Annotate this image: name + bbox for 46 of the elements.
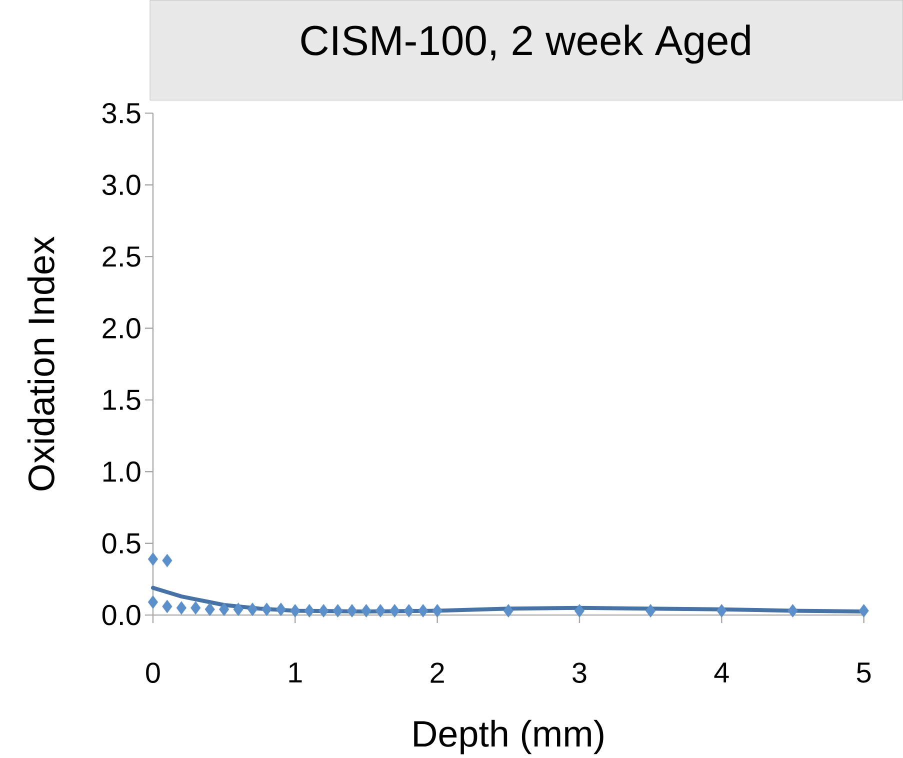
y-tick-label: 0.5 [102, 533, 140, 554]
point [375, 604, 386, 618]
y-tick-label: 1.5 [104, 390, 140, 410]
y-tick-label: 0.0 [102, 605, 140, 626]
y-tick-label: 3.0 [102, 174, 140, 196]
point [346, 604, 358, 618]
x-axis-title: Depth (mm) [414, 720, 604, 754]
point [645, 604, 656, 618]
point [418, 604, 428, 618]
x-tick-label: 2 [430, 662, 444, 683]
x-tick-label: 0 [146, 662, 160, 684]
point [176, 601, 186, 615]
point [148, 552, 158, 566]
point [716, 604, 727, 618]
point [788, 604, 798, 618]
point [290, 604, 300, 618]
point [148, 596, 158, 610]
x-tick-label: 3 [572, 662, 586, 684]
point [332, 604, 343, 618]
point [503, 604, 514, 618]
x-tick-label: 5 [856, 662, 871, 683]
point [233, 602, 244, 616]
point [247, 602, 258, 616]
point [262, 602, 272, 616]
y-tick-label: 2.0 [102, 318, 140, 339]
x-tick-label: 1 [289, 662, 302, 683]
point [162, 554, 172, 568]
x-tick-label: 4 [714, 662, 729, 683]
point [390, 604, 400, 618]
chart-title: CISM-100, 2 week Aged [301, 24, 750, 64]
point [432, 604, 442, 618]
point [162, 600, 172, 614]
y-tick-label: 3.5 [102, 103, 140, 124]
point [574, 604, 585, 618]
point [404, 604, 414, 618]
point [304, 604, 314, 618]
point [276, 602, 286, 616]
y-axis-title: Oxidation Index [27, 236, 54, 491]
y-tick-label: 2.5 [102, 246, 140, 268]
y-tick-label: 1.0 [104, 462, 140, 482]
point [190, 601, 201, 615]
point [361, 604, 372, 618]
point [858, 604, 869, 618]
point [318, 604, 329, 618]
point [204, 602, 215, 616]
point [218, 602, 230, 616]
